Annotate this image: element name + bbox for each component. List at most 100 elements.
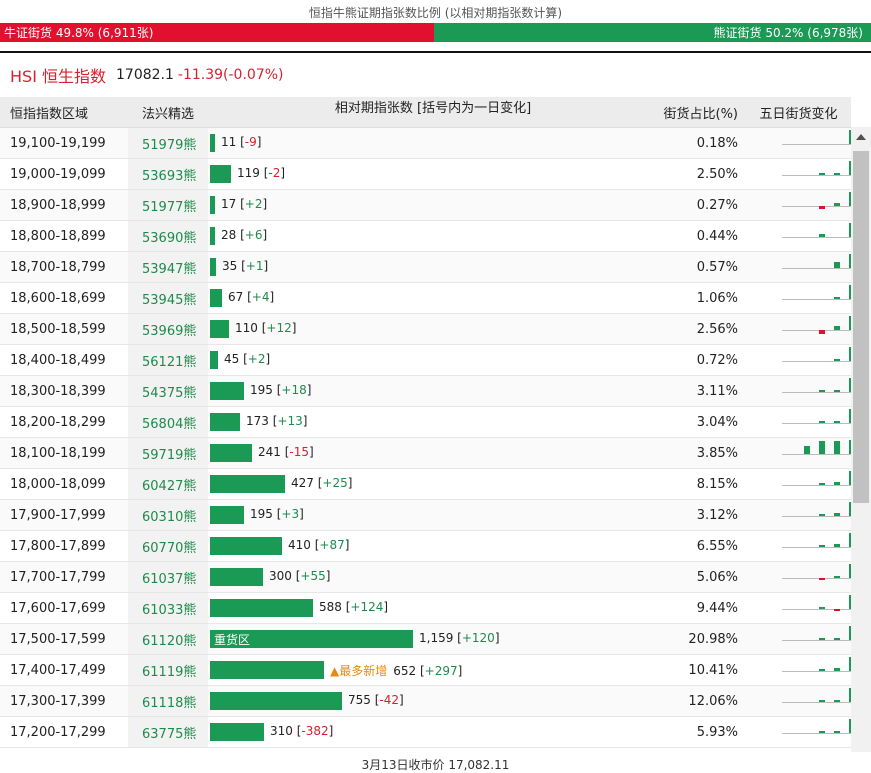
five-day-sparkline [746, 252, 870, 282]
range-cell: 17,400-17,499 [10, 662, 106, 678]
header-count: 相对期指张数 [括号内为一日变化] [334, 101, 532, 116]
sparkline-bar [834, 441, 840, 454]
pick-link[interactable]: 53693熊 [128, 159, 208, 189]
sparkline-bar [834, 638, 840, 640]
range-cell: 17,300-17,399 [10, 693, 106, 709]
range-cell: 18,300-18,399 [10, 383, 106, 399]
count-value: 35 [222, 259, 242, 273]
sparkline-bar [834, 513, 840, 516]
count-cell: 110 [+12] [208, 314, 658, 344]
count-bar [210, 723, 264, 741]
five-day-sparkline [746, 190, 870, 220]
count-bar [210, 537, 282, 555]
count-bar [210, 289, 222, 307]
count-label: 410 [+87] [288, 538, 350, 552]
share-cell: 1.06% [696, 290, 738, 306]
range-cell: 18,200-18,299 [10, 414, 106, 430]
sparkline-bar [834, 700, 840, 702]
table-row: 18,900-18,999 51977熊 17 [+2] 0.27% [0, 190, 870, 221]
count-bar [210, 196, 215, 214]
count-value: 310 [270, 724, 297, 738]
share-cell: 3.04% [696, 414, 738, 430]
five-day-sparkline [746, 686, 870, 716]
sparkline-bar [834, 609, 840, 611]
count-label: 110 [+12] [235, 321, 297, 335]
pick-link[interactable]: 60310熊 [128, 500, 208, 530]
sparkline-bar [834, 173, 840, 175]
cbbc-table: 恒指指数区域 法兴精选 相对期指张数 [括号内为一日变化] 街货占比(%) 五日… [0, 97, 870, 750]
sparkline-bar [819, 607, 825, 609]
count-value: 1,159 [419, 631, 458, 645]
index-summary: HSI 恒生指数 17082.1 -11.39(-0.07%) [0, 60, 284, 90]
pick-link[interactable]: 61118熊 [128, 686, 208, 716]
five-day-sparkline [746, 500, 870, 530]
pick-link[interactable]: 61119熊 [128, 655, 208, 685]
count-value: 173 [246, 414, 273, 428]
delta-value: +2 [244, 197, 263, 211]
count-value: 427 [291, 476, 318, 490]
count-value: 652 [393, 664, 420, 678]
count-cell: 241 [-15] [208, 438, 658, 468]
header-range: 恒指指数区域 [10, 106, 89, 122]
pick-link[interactable]: 51979熊 [128, 128, 208, 158]
five-day-sparkline [746, 624, 870, 654]
count-label: 173 [+13] [246, 414, 308, 428]
sparkline-bar [834, 421, 840, 423]
count-cell: 755 [-42] [208, 686, 658, 716]
sparkline-bar [834, 668, 840, 671]
count-value: 119 [237, 166, 264, 180]
share-cell: 2.56% [696, 321, 738, 337]
sparkline-bar [819, 441, 825, 454]
pick-link[interactable]: 60770熊 [128, 531, 208, 561]
range-cell: 17,900-17,999 [10, 507, 106, 523]
sparkline-baseline [782, 144, 858, 145]
pick-link[interactable]: 59719熊 [128, 438, 208, 468]
delta-value: +12 [266, 321, 292, 335]
closing-price-footer: 3月13日收市价 17,082.11 [361, 758, 510, 772]
count-bar [210, 382, 244, 400]
five-day-sparkline [746, 283, 870, 313]
pick-link[interactable]: 54375熊 [128, 376, 208, 406]
pick-link[interactable]: 56804熊 [128, 407, 208, 437]
sparkline-baseline [782, 423, 858, 424]
count-bar [210, 506, 244, 524]
sparkline-baseline [782, 671, 858, 672]
sparkline-bar [834, 731, 840, 733]
divider [0, 51, 871, 53]
pick-link[interactable]: 53969熊 [128, 314, 208, 344]
sparkline-baseline [782, 175, 858, 176]
sparkline-bar [819, 421, 825, 423]
sparkline-bar [819, 638, 825, 640]
share-cell: 6.55% [696, 538, 738, 554]
page-title: 恒指牛熊证期指张数比例 (以相对期指张数计算) [308, 6, 563, 20]
share-cell: 2.50% [696, 166, 738, 182]
scroll-up-arrow-icon[interactable] [856, 134, 866, 140]
five-day-sparkline [746, 717, 870, 750]
five-day-sparkline [746, 438, 870, 468]
share-cell: 0.44% [696, 228, 738, 244]
header-pick: 法兴精选 [142, 106, 195, 122]
table-row: 17,200-17,299 63775熊 310 [-382] 5.93% [0, 717, 870, 750]
pick-link[interactable]: 63775熊 [128, 717, 208, 747]
pick-link[interactable]: 53690熊 [128, 221, 208, 251]
pick-link[interactable]: 60427熊 [128, 469, 208, 499]
bear-ratio-label: 熊证街货 50.2% (6,978张) [713, 26, 863, 40]
scrollbar-thumb[interactable] [853, 151, 869, 503]
pick-link[interactable]: 61120熊 [128, 624, 208, 654]
pick-link[interactable]: 56121熊 [128, 345, 208, 375]
bear-ratio-segment: 熊证街货 50.2% (6,978张) [433, 23, 871, 42]
count-cell: 28 [+6] [208, 221, 658, 251]
pick-link[interactable]: 61033熊 [128, 593, 208, 623]
delta-value: +124 [350, 600, 384, 614]
count-label: 241 [-15] [258, 445, 314, 459]
share-cell: 9.44% [696, 600, 738, 616]
pick-link[interactable]: 61037熊 [128, 562, 208, 592]
bull-ratio-label: 牛证街货 49.8% (6,911张) [4, 26, 154, 40]
sparkline-bar [834, 359, 840, 361]
table-row: 17,900-17,999 60310熊 195 [+3] 3.12% [0, 500, 870, 531]
vertical-scrollbar[interactable] [851, 127, 871, 752]
pick-link[interactable]: 53945熊 [128, 283, 208, 313]
count-value: 28 [221, 228, 241, 242]
pick-link[interactable]: 53947熊 [128, 252, 208, 282]
pick-link[interactable]: 51977熊 [128, 190, 208, 220]
